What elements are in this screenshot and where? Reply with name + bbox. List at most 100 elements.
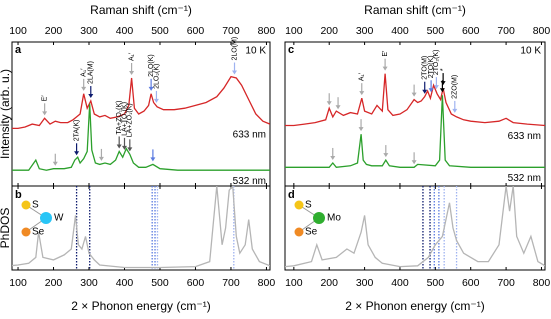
annotation-arrow xyxy=(153,90,159,103)
atom-label: S xyxy=(32,200,39,211)
top-tick-label: 200 xyxy=(320,25,338,37)
atom-label: W xyxy=(54,213,64,224)
annotation-label: * xyxy=(440,68,447,71)
annotation-arrow xyxy=(81,78,87,91)
annotation-label: 2LO(K) xyxy=(148,54,155,77)
annotation-arrow xyxy=(382,58,388,71)
arrow-head xyxy=(52,161,58,166)
arrow-head xyxy=(411,160,417,165)
top-tick-label: 300 xyxy=(356,25,374,37)
series-label: 633 nm xyxy=(233,130,266,141)
annotation-label: 2LO₂(K) xyxy=(153,64,160,89)
annotation-arrow xyxy=(52,153,58,166)
annotation-arrow xyxy=(88,86,94,99)
arrow-head xyxy=(422,89,428,94)
arrow-head xyxy=(382,66,388,71)
arrow-head xyxy=(358,127,364,132)
annotation-arrow xyxy=(232,62,238,75)
phdos-line xyxy=(285,186,545,268)
annotation-label: 2TO₂(K) xyxy=(433,50,440,76)
arrow-head xyxy=(116,144,122,149)
spectrum-line xyxy=(285,95,545,168)
panel-letter: b xyxy=(15,189,22,201)
annotation-arrow xyxy=(422,81,428,94)
atom xyxy=(313,212,325,224)
annotation-label: LA+TO₁(K) xyxy=(121,102,128,136)
top-tick-label: 800 xyxy=(258,25,276,37)
arrow-head xyxy=(428,88,434,93)
y-axis-title: Intensity (arb. u.) xyxy=(0,69,12,159)
annotation-arrow xyxy=(150,149,156,162)
annotation-label: 2ZO(M) xyxy=(452,75,459,99)
annotation-label: TA+ZO₁(K) xyxy=(116,101,123,135)
top-axis-title: Raman shift (cm⁻¹) xyxy=(90,3,192,17)
arrow-head xyxy=(98,156,104,161)
bottom-tick-label: 800 xyxy=(258,277,276,289)
arrow-head xyxy=(439,88,445,93)
top-tick-label: 100 xyxy=(285,25,303,37)
arrow-head xyxy=(42,111,48,116)
top-tick-label: 700 xyxy=(222,25,240,37)
bottom-axis-title: 2 × Phonon energy (cm⁻¹) xyxy=(345,299,484,313)
series-label: 532 nm xyxy=(508,173,541,184)
arrow-head xyxy=(452,108,458,113)
annotation-arrow xyxy=(121,137,127,150)
atom-label: Se xyxy=(32,227,45,238)
annotation-label: 2TO(M) xyxy=(422,56,429,80)
bottom-tick-label: 300 xyxy=(80,277,98,289)
atom xyxy=(40,212,52,224)
top-tick-label: 400 xyxy=(116,25,134,37)
arrow-head xyxy=(433,85,439,90)
top-tick-label: 700 xyxy=(497,25,515,37)
arrow-head xyxy=(150,157,156,162)
top-tick-label: 400 xyxy=(391,25,409,37)
bottom-tick-label: 600 xyxy=(462,277,480,289)
arrow-head xyxy=(383,153,389,158)
bottom-axis-title: 2 × Phonon energy (cm⁻¹) xyxy=(71,299,210,313)
atom xyxy=(294,200,304,210)
bottom-tick-label: 300 xyxy=(356,277,374,289)
annotation-arrow xyxy=(326,93,332,106)
top-tick-label: 100 xyxy=(9,25,27,37)
annotation-arrow xyxy=(148,78,154,91)
annotation-arrow xyxy=(440,73,446,86)
annotation-arrow xyxy=(358,119,364,132)
annotation-label: E′ xyxy=(41,95,48,102)
arrow-head xyxy=(359,91,365,96)
bottom-tick-label: 800 xyxy=(533,277,551,289)
top-tick-label: 600 xyxy=(187,25,205,37)
annotation-arrow xyxy=(452,100,458,113)
annotation-arrow xyxy=(411,84,417,97)
annotation-label: 2LO(M) xyxy=(231,37,238,61)
atom xyxy=(21,227,31,237)
annotation-arrow xyxy=(383,145,389,158)
arrow-head xyxy=(232,70,238,75)
panel-frame xyxy=(11,41,271,271)
annotation-label: A₁′ xyxy=(359,72,366,81)
bottom-tick-label: 700 xyxy=(497,277,515,289)
arrow-head xyxy=(153,98,159,103)
annotation-arrow xyxy=(411,152,417,165)
temperature: 10 K xyxy=(245,46,266,57)
annotation-arrow xyxy=(116,136,122,149)
atom-label: S xyxy=(305,200,312,211)
bottom-tick-label: 200 xyxy=(320,277,338,289)
annotation-arrow xyxy=(129,63,135,75)
atom xyxy=(294,227,304,237)
arrow-head xyxy=(127,147,133,152)
annotation-label: 2TA(K) xyxy=(73,120,80,142)
arrow-head xyxy=(74,151,80,156)
panel-letter: c xyxy=(288,44,294,56)
annotation-arrow xyxy=(439,80,445,93)
annotation-arrow xyxy=(433,77,439,90)
arrow-head xyxy=(330,155,336,160)
arrow-head xyxy=(440,81,446,86)
arrow-head xyxy=(81,86,87,91)
annotation-arrow xyxy=(42,103,48,116)
bottom-tick-label: 200 xyxy=(45,277,63,289)
annotation-label: E′ xyxy=(382,50,389,57)
arrow-head xyxy=(326,101,332,106)
arrow-head xyxy=(335,105,341,110)
annotation-arrow xyxy=(74,143,80,156)
panel-letter: a xyxy=(15,44,22,56)
